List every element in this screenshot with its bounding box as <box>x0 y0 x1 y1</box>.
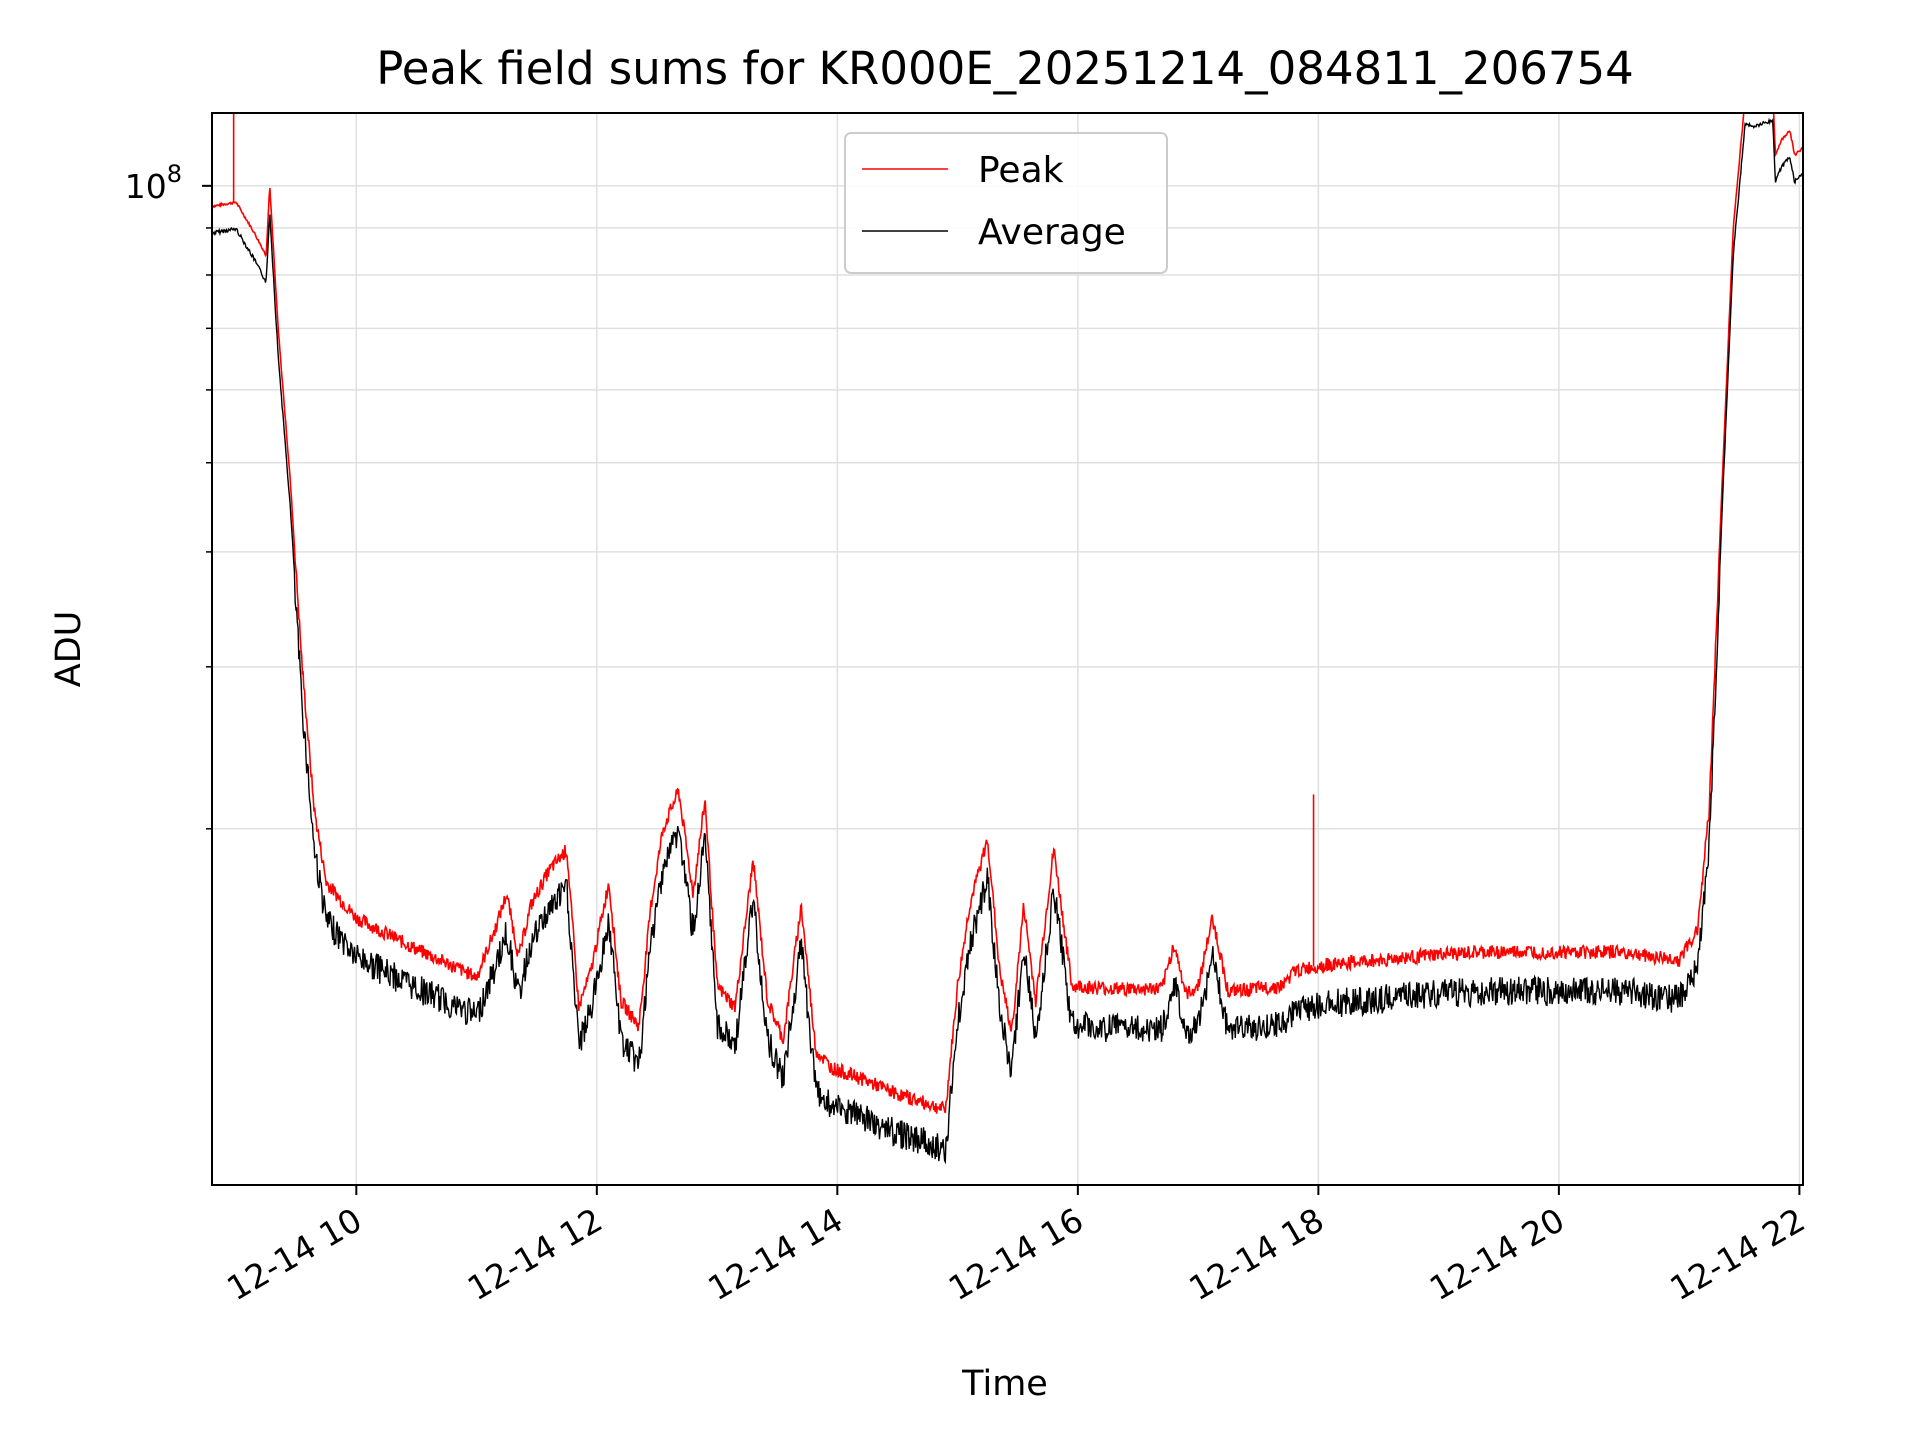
x-axis-label: Time <box>961 1364 1048 1404</box>
series-line-peak <box>212 113 1803 1114</box>
series-line-average <box>212 117 1803 1165</box>
legend-label-peak: Peak <box>978 150 1064 191</box>
legend-label-average: Average <box>978 212 1126 253</box>
y-tick-label: 108 <box>125 160 182 206</box>
chart-title: Peak field sums for KR000E_20251214_0848… <box>376 42 1634 95</box>
legend: Peak Average <box>844 132 1168 274</box>
series-group <box>212 113 1803 1165</box>
plot-frame <box>211 112 1804 1186</box>
y-axis-label: ADU <box>49 611 89 688</box>
y-axis-ticks: 108 <box>125 160 212 830</box>
legend-box <box>844 132 1168 274</box>
